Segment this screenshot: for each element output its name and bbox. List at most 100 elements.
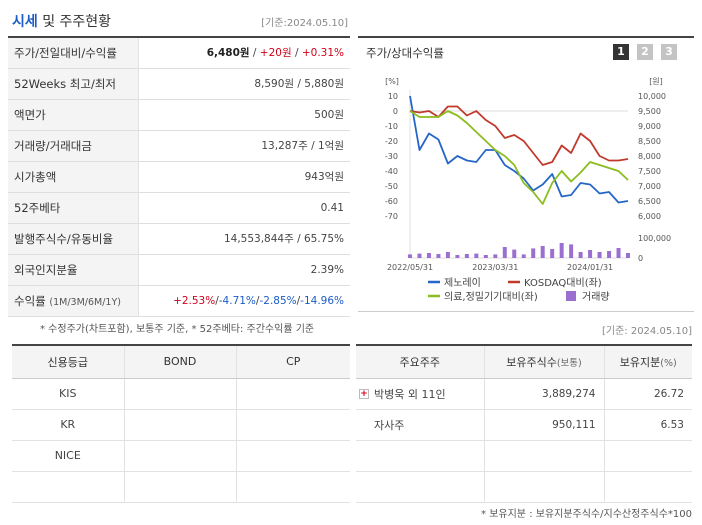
volume-bar [626, 253, 630, 258]
volume-bar [578, 252, 583, 258]
price-change: +20원 [259, 47, 292, 60]
quote-value: +2.53%/-4.71%/-2.85%/-14.96% [138, 285, 350, 317]
quote-label: 시가총액 [8, 161, 139, 193]
quote-row-shares: 발행주식수/유동비율 14,553,844주 / 65.75% [8, 223, 350, 255]
credit-agency: KR [12, 409, 125, 441]
volume-bar [474, 253, 479, 258]
holders-header-ratio: 보유지분(%) [604, 345, 692, 379]
credit-agency [12, 471, 125, 503]
y-left-tick-label: -20 [385, 137, 398, 146]
returns-periods: (1M/3M/6M/1Y) [49, 296, 121, 308]
holder-shares: 950,111 [484, 409, 605, 441]
quote-label: 외국인지분율 [8, 254, 139, 286]
y-left-tick-label: 0 [393, 107, 398, 116]
volume-bar [616, 248, 621, 258]
table-row: 자사주 950,111 6.53 [356, 409, 692, 441]
chart-title: 주가/상대수익률 [366, 46, 444, 60]
quote-row-52weeks: 52Weeks 최고/최저 8,590원 / 5,880원 [8, 68, 350, 100]
quote-value: 13,287주 / 1억원 [138, 130, 350, 162]
credit-cp [236, 378, 350, 410]
holder-ratio [604, 471, 692, 503]
return-1y: -14.96% [300, 294, 344, 307]
y-right-tick-label: 9,000 [638, 122, 661, 131]
volume-bar [436, 254, 441, 258]
credit-agency: KIS [12, 378, 125, 410]
chart-panel: 주가/상대수익률 1 2 3 [%] [원] 10 10,000 0 9,500 -10 9,… [358, 36, 694, 312]
holder-shares [484, 471, 605, 503]
table-row: + 박병욱 외 11인 3,889,274 26.72 [356, 378, 692, 410]
chart-page-2-button[interactable]: 2 [637, 44, 653, 60]
holder-ratio: 6.53 [604, 409, 692, 441]
return-1m: +2.53% [173, 294, 216, 307]
current-price: 6,480원 [206, 47, 250, 60]
quote-label: 52주베타 [8, 192, 139, 224]
table-row: NICE [12, 440, 350, 472]
y-right-tick-label: 10,000 [638, 92, 666, 101]
volume-bar [455, 255, 460, 258]
quote-row-par-value: 액면가 500원 [8, 99, 350, 131]
quote-table: 주가/전일대비/수익률 6,480원 / +20원 / +0.31% 52Wee… [8, 36, 350, 317]
table-row: KR [12, 409, 350, 441]
legend-swatch [566, 291, 576, 301]
volume-bar [597, 252, 602, 258]
credit-bond [124, 440, 237, 472]
volume-bar [483, 255, 488, 258]
section-title: 시세 및 주주현황 [12, 11, 111, 31]
credit-rating-table: 신용등급 BOND CP KIS KR NICE [12, 344, 350, 503]
table-row: KIS [12, 378, 350, 410]
series-line-2 [409, 105, 629, 166]
quote-row-foreign: 외국인지분율 2.39% [8, 254, 350, 286]
holders-header-name: 주요주주 [356, 345, 485, 379]
y-right-tick-label: 8,000 [638, 152, 661, 161]
x-tick-label: 2024/01/31 [567, 263, 613, 272]
y-right-tick-label: 6,500 [638, 197, 661, 206]
legend-label: 거래량 [582, 291, 610, 303]
credit-bond [124, 471, 237, 503]
y-right-tick-label: 9,500 [638, 107, 661, 116]
holder-name [356, 440, 485, 472]
quote-label: 주가/전일대비/수익률 [8, 37, 139, 69]
quote-label: 발행주식수/유동비율 [8, 223, 139, 255]
quote-row-returns: 수익률 (1M/3M/6M/1Y) +2.53%/-4.71%/-2.85%/-… [8, 285, 350, 317]
y-right-tick-label: 7,500 [638, 167, 661, 176]
volume-bar [493, 254, 498, 258]
holders-note: * 보유지분 : 보유지분주식수/지수산정주식수*100 [481, 509, 692, 520]
credit-header: BOND [124, 345, 237, 379]
quote-row-volume: 거래량/거래대금 13,287주 / 1억원 [8, 130, 350, 162]
quote-value: 2.39% [138, 254, 350, 286]
volume-bar [531, 248, 536, 258]
holder-shares: 3,889,274 [484, 378, 605, 410]
holder-ratio [604, 440, 692, 472]
chart-page-3-button[interactable]: 3 [661, 44, 677, 60]
credit-agency: NICE [12, 440, 125, 472]
holder-name: + 박병욱 외 11인 [356, 378, 485, 410]
y-left-tick-label: -30 [385, 152, 398, 161]
price-change-rate: +0.31% [301, 47, 344, 60]
holder-shares [484, 440, 605, 472]
volume-bar [445, 252, 450, 258]
quote-value: 500원 [138, 99, 350, 131]
quote-label: 액면가 [8, 99, 139, 131]
major-shareholders-table: 주요주주 보유주식수(보통) 보유지분(%) + 박병욱 외 11인 3,889,… [356, 344, 692, 503]
legend-label: 의료,정밀기기대비(좌) [444, 291, 538, 303]
quote-value: 14,553,844주 / 65.75% [138, 223, 350, 255]
quote-note: * 수정주가(차트포함), 보통주 기준, * 52주베타: 주간수익률 기준 [40, 324, 315, 335]
expand-icon[interactable]: + [359, 388, 369, 399]
volume-tick-label: 0 [638, 254, 643, 263]
quote-label: 수익률 (1M/3M/6M/1Y) [8, 285, 139, 317]
chart-page-1-button[interactable]: 1 [613, 44, 629, 60]
volume-bar [464, 254, 469, 258]
y-left-tick-label: -60 [385, 197, 398, 206]
volume-bar [569, 244, 574, 258]
credit-header: CP [236, 345, 350, 379]
quote-value: 6,480원 / +20원 / +0.31% [138, 37, 350, 69]
section-header: 시세 및 주주현황 [기준:2024.05.10] [8, 8, 350, 32]
table-row [12, 471, 350, 503]
holders-reference-date: [기준: 2024.05.10] [601, 326, 692, 337]
quote-value: 0.41 [138, 192, 350, 224]
holders-header-row: 주요주주 보유주식수(보통) 보유지분(%) [356, 345, 692, 379]
volume-bar [408, 254, 412, 258]
return-3m: -4.71% [218, 294, 256, 307]
x-tick-label: 2023/03/31 [472, 263, 518, 272]
holders-header-shares: 보유주식수(보통) [484, 345, 605, 379]
